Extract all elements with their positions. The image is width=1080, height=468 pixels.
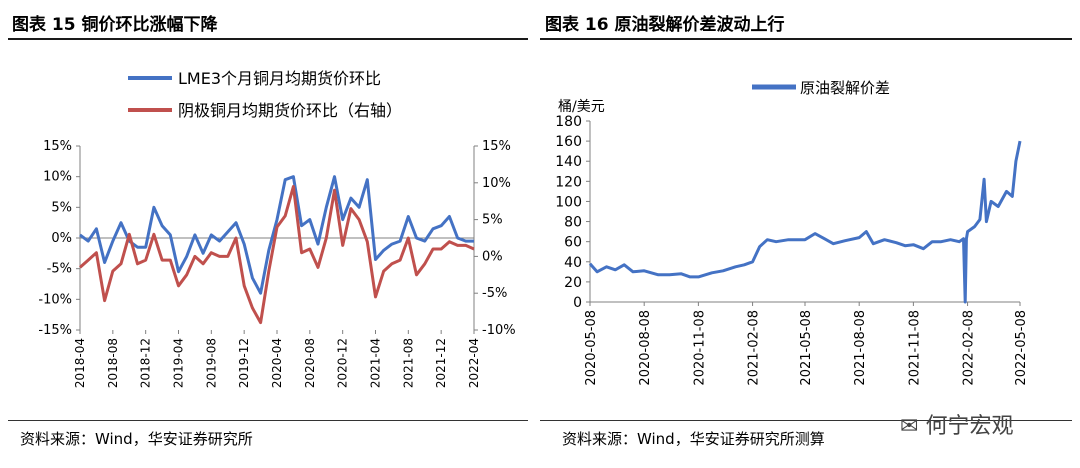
y-tick-label: 80 [564, 215, 582, 231]
left-y-tick-label: -15% [38, 323, 72, 338]
x-tick-label: 2021-04 [369, 338, 383, 388]
x-tick-label: 2019-08 [204, 338, 218, 388]
left-y-tick-label: 15% [43, 139, 72, 154]
left-y-tick-label: 10% [43, 170, 72, 185]
y-tick-label: 140 [555, 154, 582, 170]
legend-label: LME3个月铜月均期货价环比 [178, 69, 381, 88]
y-tick-label: 180 [555, 114, 582, 130]
right-y-tick-label: -5% [482, 286, 507, 301]
x-tick-label: 2018-04 [73, 338, 87, 388]
y-tick-label: 20 [564, 275, 582, 291]
left-y-tick-label: -5% [47, 262, 72, 277]
left-title-rule [8, 38, 528, 40]
right-footer-rule [540, 420, 1072, 421]
wechat-icon: ✉ [900, 414, 919, 439]
right-chart-title: 图表 16 原油裂解价差波动上行 [545, 15, 785, 35]
x-tick-label: 2022-05-08 [1014, 310, 1029, 386]
x-tick-label: 2021-11-08 [907, 310, 922, 386]
y-tick-label: 160 [555, 134, 582, 150]
watermark-text: 何宁宏观 [925, 414, 1014, 439]
left-footer-rule [8, 420, 528, 421]
x-tick-label: 2020-04 [270, 338, 284, 388]
x-tick-label: 2021-02-08 [747, 310, 762, 386]
x-tick-label: 2022-04 [467, 338, 481, 388]
x-tick-label: 2019-04 [172, 338, 186, 388]
left-chart: -15% -10% -5% 0% 5% 10% 15% -10% -5% 0% 5% 10% 15% 20… [38, 69, 516, 388]
left-y-tick-label: 0% [51, 231, 72, 246]
x-tick-label: 2022-02-08 [962, 310, 977, 386]
y-tick-label: 100 [555, 194, 582, 210]
left-chart-title: 图表 15 铜价环比涨幅下降 [12, 15, 218, 35]
left-y-tick-label: -10% [38, 292, 72, 307]
x-tick-label: 2020-08 [303, 338, 317, 388]
x-tick-label: 2018-12 [139, 338, 153, 388]
left-y-tick-label: 5% [51, 200, 72, 215]
x-tick-label: 2021-08-08 [853, 310, 868, 386]
right-title-rule [540, 38, 1072, 40]
x-tick-label: 2020-11-08 [692, 310, 707, 386]
x-tick-label: 2021-12 [434, 338, 448, 388]
legend-label: 阴极铜月均期货价环比（右轴） [178, 101, 402, 120]
x-tick-label: 2021-05-08 [799, 310, 814, 386]
right-y-tick-label: 15% [482, 139, 511, 154]
watermark: ✉ 何宁宏观 [900, 408, 1013, 440]
right-y-tick-label: 5% [482, 213, 503, 228]
lme-copy-series-line [79, 175, 474, 295]
crack-spread-series-line [588, 140, 1022, 304]
x-tick-label: 2020-08-08 [638, 310, 653, 386]
x-tick-label: 2020-05-08 [584, 310, 599, 386]
right-y-tick-label: 10% [482, 176, 511, 191]
y-tick-label: 120 [555, 174, 582, 190]
y-tick-label: 40 [564, 255, 582, 271]
x-tick-label: 2020-12 [336, 338, 350, 388]
cathode-copy-series-line [79, 185, 475, 325]
right-y-tick-label: -10% [482, 323, 516, 338]
y-tick-label: 60 [564, 235, 582, 251]
y-tick-label: 0 [573, 295, 582, 311]
x-tick-label: 2018-08 [106, 338, 120, 388]
right-source-note: 资料来源：Wind，华安证券研究所测算 [562, 430, 825, 448]
legend-label: 原油裂解价差 [800, 79, 890, 97]
y-axis-unit-label: 桶/美元 [558, 99, 605, 115]
right-y-tick-label: 0% [482, 249, 503, 264]
x-tick-label: 2021-08 [401, 338, 415, 388]
x-tick-label: 2019-12 [237, 338, 251, 388]
left-source-note: 资料来源：Wind，华安证券研究所 [20, 430, 253, 448]
